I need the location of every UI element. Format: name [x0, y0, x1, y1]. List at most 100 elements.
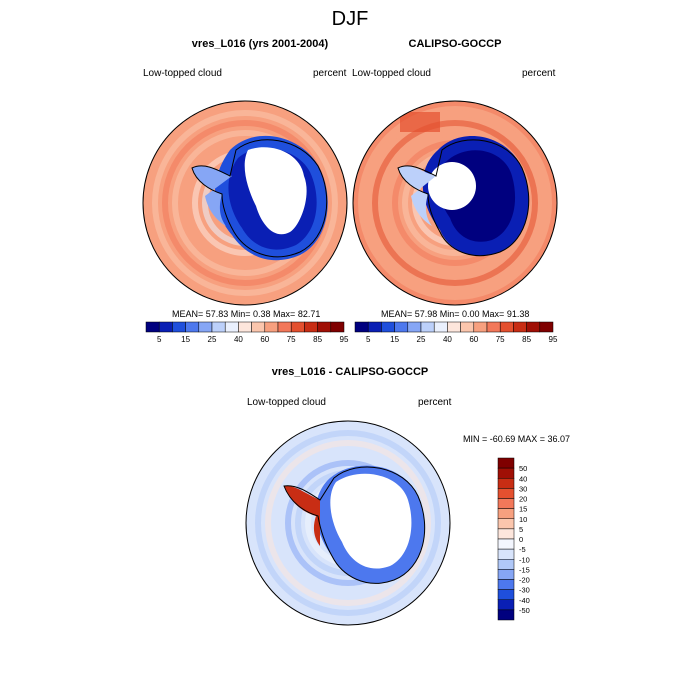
colorbar-swatch [497, 467, 515, 479]
colorbar-tick-label: 40 [519, 474, 527, 483]
colorbar-swatch [420, 321, 435, 333]
ringsR-ring [362, 110, 548, 296]
colorbar-tick-label: 60 [469, 335, 478, 344]
colorbar-swatch [497, 589, 515, 600]
colorbar-tick-label: 5 [157, 335, 162, 344]
colorbar-tick-label: 85 [313, 335, 322, 344]
left-colorbar: 5 15 25 40 60 75 85 95 [145, 321, 349, 344]
colorbar-swatch [497, 569, 515, 580]
colorbar-swatch [367, 321, 382, 333]
colorbar-swatch [433, 321, 448, 333]
colorbar-swatch [497, 579, 515, 590]
colorbar-swatch [277, 321, 292, 333]
colorbar-swatch [158, 321, 173, 333]
colorbar-swatch [497, 528, 515, 540]
colorbar-tick-label: 25 [417, 335, 426, 344]
colorbar-swatch [473, 321, 488, 333]
right-panel-stats: MEAN= 57.98 Min= 0.00 Max= 91.38 [381, 309, 530, 319]
right-map-antarctic-peninsula [398, 166, 436, 226]
ringsR-ring [353, 101, 557, 305]
right-panel-variable-label: Low-topped cloud [352, 68, 431, 79]
colorbar-tick-label: 25 [208, 335, 217, 344]
colorbar-swatch [354, 321, 369, 333]
ringsL-ring [152, 110, 338, 296]
colorbar-swatch [539, 321, 554, 333]
diff-map-coastline [283, 466, 426, 584]
colorbar-swatch [497, 508, 515, 519]
colorbar-swatch [513, 321, 527, 333]
colorbar-swatch [497, 548, 515, 560]
colorbar-tick-label: 85 [522, 335, 531, 344]
colorbar-swatch [238, 321, 252, 333]
colorbar-swatch [460, 321, 475, 333]
colorbar-tick-label: 40 [443, 335, 452, 344]
colorbar-swatch [394, 321, 409, 333]
colorbar-swatch [407, 321, 422, 333]
diff-panel-stats: MIN = -60.69 MAX = 36.07 [463, 434, 571, 444]
colorbar-swatch [172, 321, 186, 333]
colorbar-swatch [381, 321, 395, 333]
right-colorbar: 5 15 25 40 60 75 85 95 [354, 321, 558, 344]
colorbar-tick-label: 95 [549, 335, 558, 344]
ringsD-ring [246, 421, 450, 625]
colorbar-swatch [304, 321, 318, 333]
diff-panel-title: vres_L016 - CALIPSO-GOCCP [271, 366, 429, 378]
colorbar-tick-label: -15 [519, 565, 530, 574]
right-map-peninsula-warm-band [400, 112, 440, 132]
left-map-antarctic-peninsula [192, 166, 232, 226]
left-map [142, 100, 348, 306]
diff-map [245, 420, 451, 626]
colorbar-tick-label: 15 [519, 505, 527, 514]
colorbar-tick-label: -50 [519, 606, 530, 615]
colorbar-swatch [224, 321, 239, 333]
left-panel-title: vres_L016 (yrs 2001-2004) [191, 38, 329, 50]
colorbar-swatch [497, 457, 515, 469]
colorbar-tick-label: -20 [519, 576, 530, 585]
colorbar-tick-label: 15 [181, 335, 190, 344]
colorbar-swatch [447, 321, 461, 333]
right-map-polar-gap [428, 162, 476, 210]
colorbar-swatch [497, 609, 515, 621]
colorbar-swatch [497, 518, 515, 530]
colorbar-tick-label: 60 [260, 335, 269, 344]
colorbar-swatch [211, 321, 226, 333]
right-map [352, 100, 558, 306]
colorbar-tick-label: -40 [519, 596, 530, 605]
colorbar-swatch [264, 321, 279, 333]
right-map-coastline [397, 139, 530, 257]
ringsL-ring [143, 101, 347, 305]
colorbar-tick-label: 30 [519, 484, 527, 493]
colorbar-tick-label: -5 [519, 545, 526, 554]
colorbar-tick-label: 5 [519, 525, 523, 534]
colorbar-tick-label: 75 [496, 335, 505, 344]
right-panel-units-label: percent [522, 68, 556, 79]
colorbar-tick-label: 20 [519, 495, 527, 504]
colorbar-swatch [497, 599, 515, 611]
colorbar-swatch [497, 478, 515, 489]
colorbar-swatch [185, 321, 200, 333]
colorbar-tick-label: 40 [234, 335, 243, 344]
colorbar-tick-label: 75 [287, 335, 296, 344]
colorbar-swatch [486, 321, 501, 333]
left-panel-variable-label: Low-topped cloud [143, 68, 222, 79]
colorbar-swatch [317, 321, 332, 333]
colorbar-tick-label: 95 [340, 335, 349, 344]
figure-title: DJF [331, 8, 369, 30]
colorbar-tick-label: -30 [519, 586, 530, 595]
diff-panel-units-label: percent [418, 397, 452, 408]
colorbar-swatch [145, 321, 160, 333]
left-panel-units-label: percent [313, 68, 347, 79]
colorbar-swatch [497, 538, 515, 550]
left-panel-stats: MEAN= 57.83 Min= 0.38 Max= 82.71 [172, 309, 321, 319]
colorbar-tick-label: 0 [519, 535, 523, 544]
colorbar-tick-label: 50 [519, 464, 527, 473]
colorbar-swatch [497, 559, 515, 570]
colorbar-tick-label: 10 [519, 515, 527, 524]
colorbar-swatch [497, 488, 515, 499]
colorbar-swatch [251, 321, 266, 333]
colorbar-tick-label: 5 [366, 335, 371, 344]
left-map-missing-data [244, 147, 307, 235]
ringsD-ring [255, 430, 441, 616]
